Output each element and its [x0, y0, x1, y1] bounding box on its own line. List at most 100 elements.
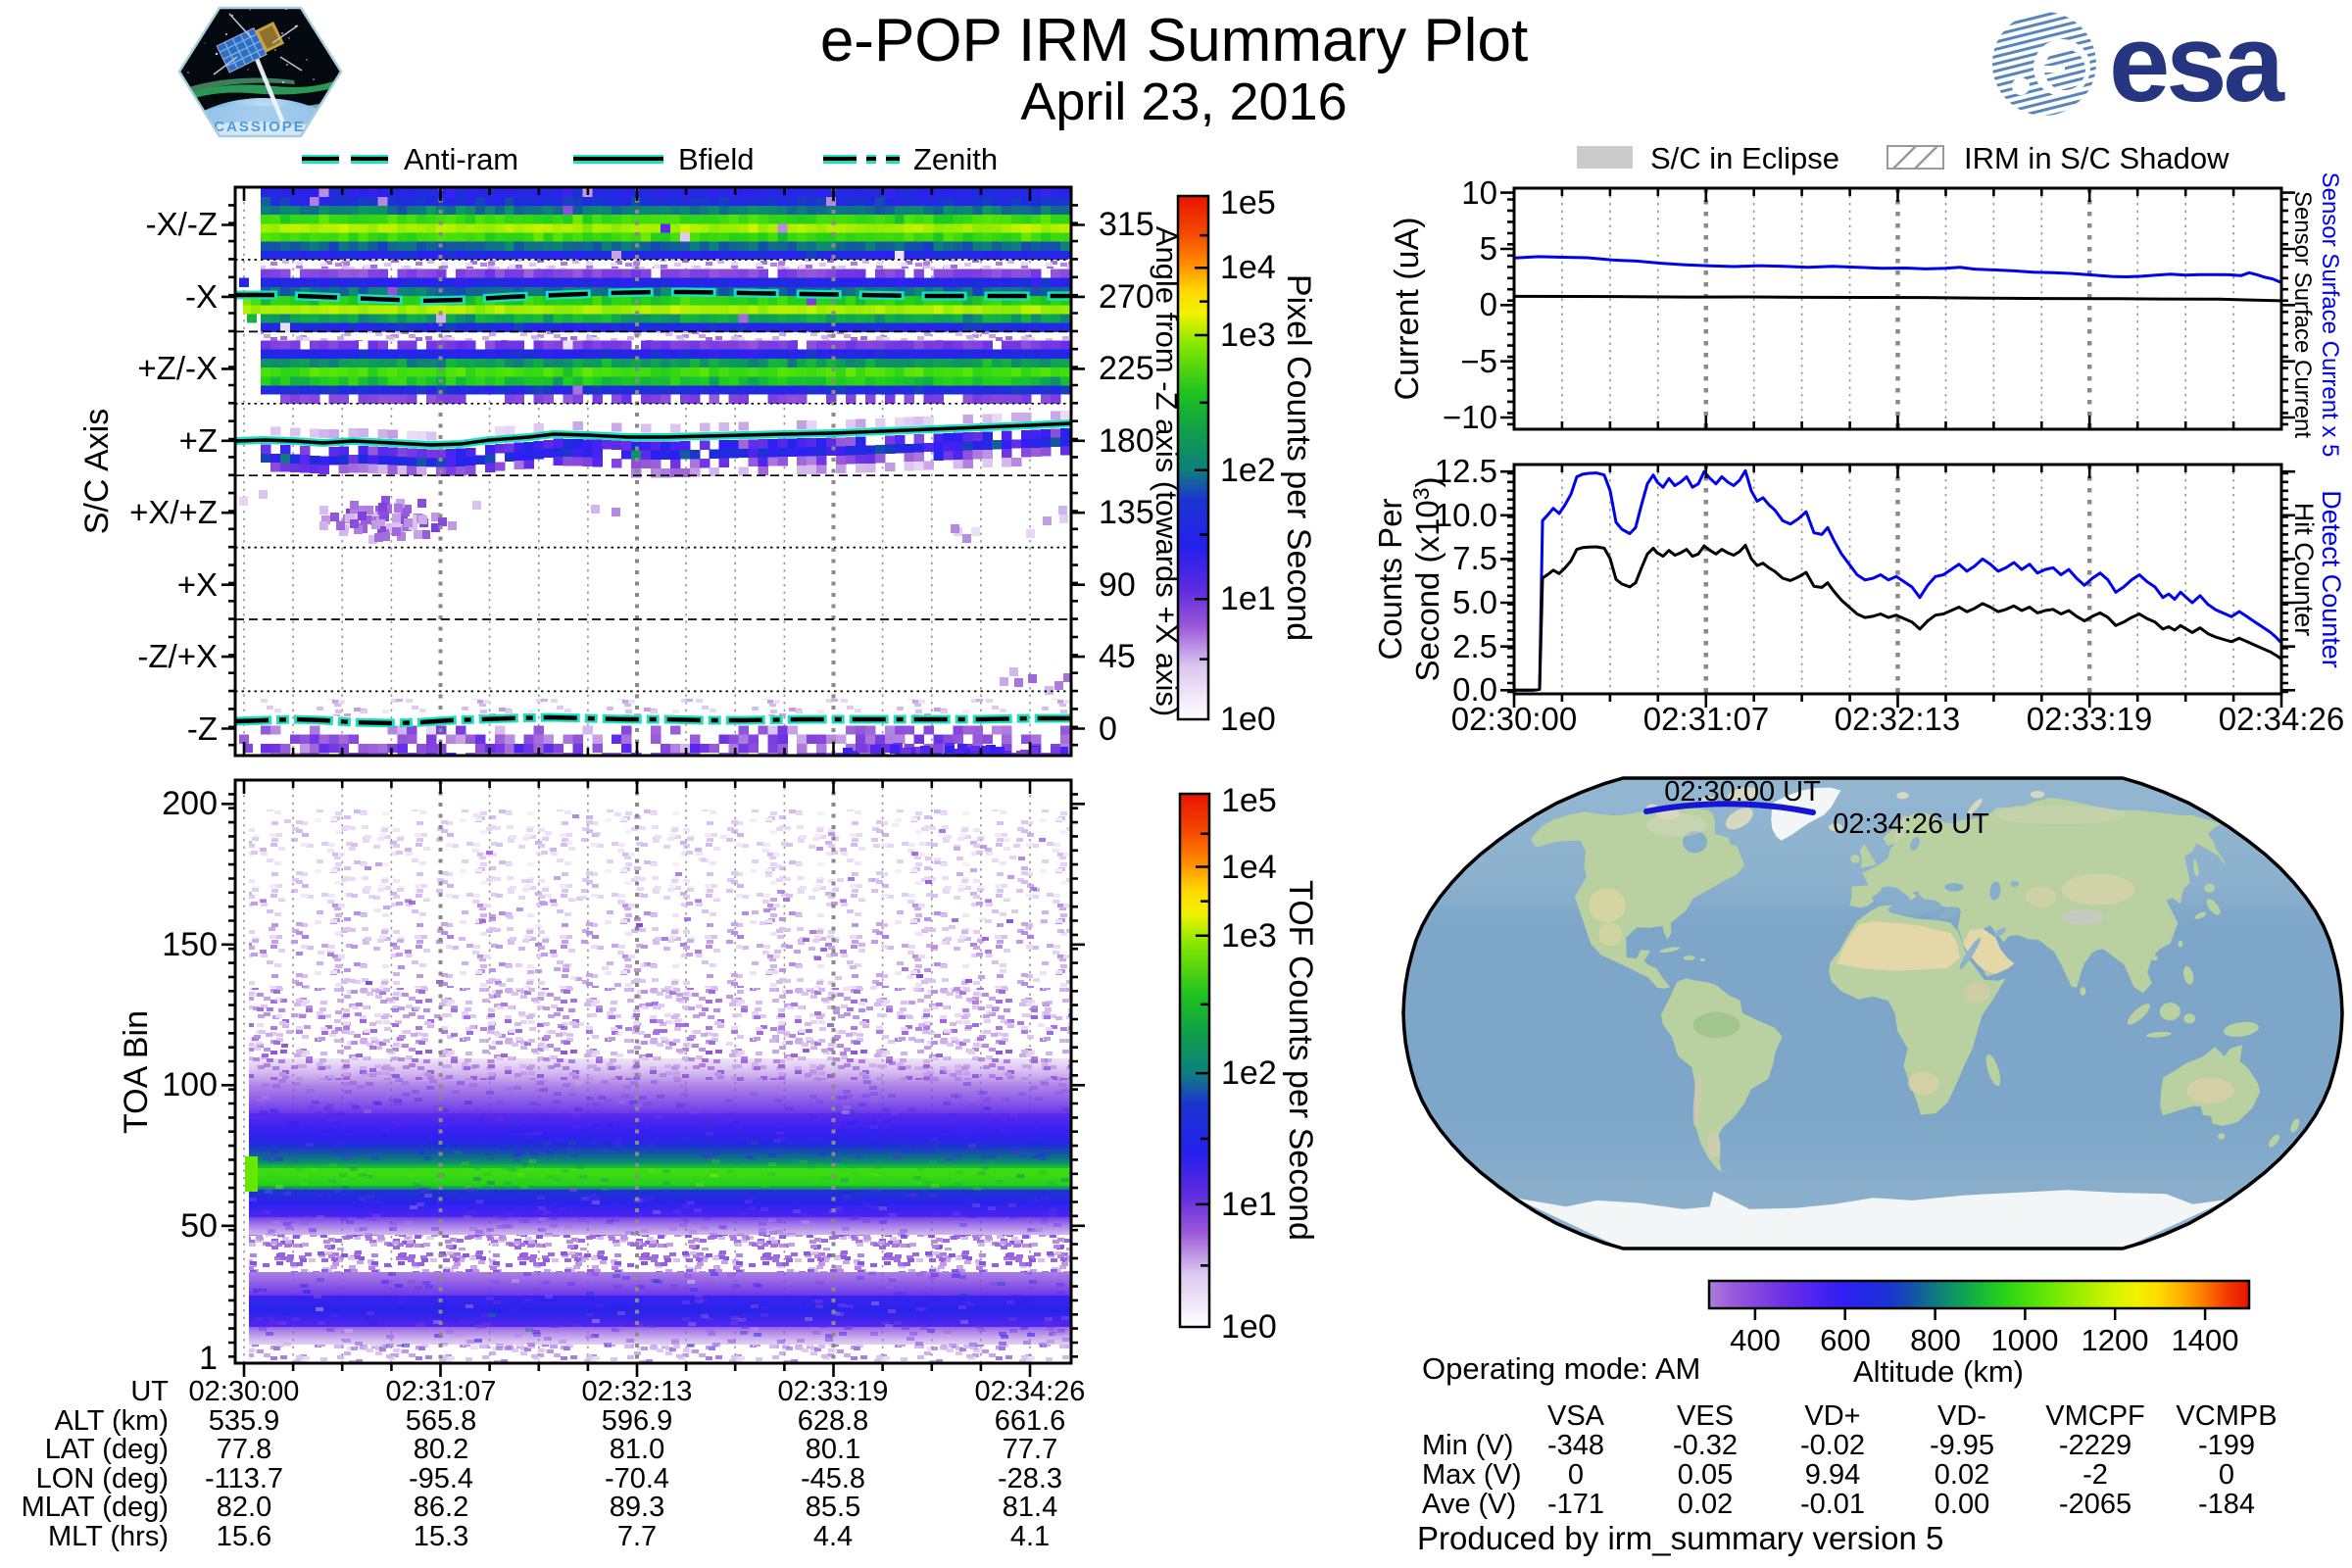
svg-text:ALT (km): ALT (km) [54, 1405, 169, 1437]
svg-text:−5: −5 [1460, 343, 1497, 379]
svg-text:90: 90 [1099, 566, 1136, 604]
svg-text:1e5: 1e5 [1220, 184, 1276, 221]
svg-text:MLT (hrs): MLT (hrs) [48, 1521, 169, 1552]
svg-text:02:32:13: 02:32:13 [582, 1376, 693, 1407]
svg-text:VMCPF: VMCPF [2045, 1400, 2145, 1432]
svg-text:02:34:26 UT: 02:34:26 UT [1833, 808, 1989, 840]
svg-text:45: 45 [1099, 638, 1136, 675]
svg-text:-0.32: -0.32 [1673, 1430, 1738, 1461]
svg-text:600: 600 [1820, 1323, 1871, 1357]
svg-text:02:30:00: 02:30:00 [1451, 701, 1577, 737]
svg-text:02:30:00 UT: 02:30:00 UT [1664, 776, 1821, 808]
svg-text:89.3: 89.3 [610, 1492, 664, 1523]
svg-text:−10: −10 [1443, 399, 1497, 435]
svg-text:315: 315 [1099, 206, 1154, 243]
svg-text:Max (V): Max (V) [1422, 1459, 1522, 1491]
svg-text:02:33:19: 02:33:19 [2027, 701, 2152, 737]
svg-text:02:33:19: 02:33:19 [778, 1376, 889, 1407]
svg-text:-0.02: -0.02 [1800, 1430, 1865, 1461]
svg-text:1e1: 1e1 [1221, 1186, 1277, 1223]
svg-text:April 23, 2016: April 23, 2016 [1020, 73, 1347, 131]
svg-text:1e4: 1e4 [1221, 849, 1277, 886]
svg-text:661.6: 661.6 [995, 1405, 1066, 1437]
svg-text:S/C in Eclipse: S/C in Eclipse [1650, 141, 1839, 175]
svg-text:-X: -X [185, 278, 218, 315]
svg-text:1: 1 [199, 1340, 218, 1377]
svg-text:-199: -199 [2198, 1430, 2255, 1461]
svg-text:Operating mode: AM: Operating mode: AM [1422, 1351, 1700, 1386]
svg-text:02:34:26: 02:34:26 [2219, 701, 2344, 737]
svg-text:535.9: 535.9 [209, 1405, 280, 1437]
svg-text:15.6: 15.6 [217, 1521, 271, 1552]
svg-text:0.00: 0.00 [1935, 1489, 1989, 1520]
svg-text:1e3: 1e3 [1221, 917, 1277, 955]
svg-text:-9.95: -9.95 [1930, 1430, 1994, 1461]
svg-text:200: 200 [162, 785, 218, 822]
svg-text:1200: 1200 [2082, 1323, 2149, 1357]
svg-text:CASSIOPE: CASSIOPE [214, 119, 306, 135]
svg-text:-184: -184 [2198, 1489, 2255, 1520]
svg-text:1e4: 1e4 [1220, 249, 1276, 286]
svg-text:50: 50 [180, 1207, 218, 1245]
svg-text:+X/+Z: +X/+Z [129, 494, 218, 530]
svg-text:180: 180 [1099, 422, 1154, 460]
svg-text:-2065: -2065 [2059, 1489, 2132, 1520]
svg-text:Zenith: Zenith [913, 142, 998, 176]
svg-text:15.3: 15.3 [414, 1521, 468, 1552]
svg-text:MLAT (deg): MLAT (deg) [22, 1492, 169, 1523]
svg-text:12.5: 12.5 [1435, 453, 1497, 489]
svg-text:5: 5 [1480, 230, 1497, 267]
svg-text:0.05: 0.05 [1678, 1459, 1733, 1491]
svg-text:0: 0 [1480, 286, 1497, 322]
svg-text:0.02: 0.02 [1935, 1459, 1989, 1491]
svg-text:-171: -171 [1547, 1489, 1604, 1520]
svg-text:1e2: 1e2 [1221, 1054, 1277, 1092]
svg-text:e-POP IRM Summary Plot: e-POP IRM Summary Plot [820, 7, 1528, 74]
svg-text:IRM in S/C Shadow: IRM in S/C Shadow [1964, 141, 2230, 175]
svg-text:1e0: 1e0 [1220, 701, 1276, 738]
svg-text:-X/-Z: -X/-Z [146, 206, 218, 242]
svg-text:Bfield: Bfield [678, 142, 755, 176]
svg-text:135: 135 [1099, 494, 1154, 531]
svg-text:1e3: 1e3 [1220, 317, 1276, 354]
svg-text:800: 800 [1910, 1323, 1961, 1357]
svg-text:-Z: -Z [187, 710, 218, 747]
svg-text:UT: UT [130, 1376, 169, 1407]
svg-text:10: 10 [1461, 174, 1497, 211]
svg-text:+Z/-X: +Z/-X [137, 350, 218, 386]
svg-text:Angle from -Z axis (towards +X: Angle from -Z axis (towards +X axis) [1150, 226, 1184, 716]
svg-text:TOA Bin: TOA Bin [118, 1010, 155, 1134]
svg-text:596.9: 596.9 [602, 1405, 673, 1437]
svg-text:1e1: 1e1 [1220, 580, 1276, 617]
svg-text:-Z/+X: -Z/+X [137, 638, 218, 674]
svg-text:81.0: 81.0 [610, 1434, 664, 1465]
svg-text:270: 270 [1099, 278, 1154, 316]
svg-text:-0.01: -0.01 [1800, 1489, 1865, 1520]
svg-text:-28.3: -28.3 [998, 1463, 1062, 1494]
svg-text:-113.7: -113.7 [205, 1463, 283, 1494]
svg-text:0.02: 0.02 [1678, 1489, 1733, 1520]
svg-text:Counts Per: Counts Per [1372, 498, 1408, 660]
svg-text:80.2: 80.2 [414, 1434, 468, 1465]
svg-text:-2: -2 [2082, 1459, 2108, 1491]
svg-text:-348: -348 [1547, 1430, 1604, 1461]
svg-text:LAT (deg): LAT (deg) [45, 1434, 169, 1465]
svg-text:77.7: 77.7 [1003, 1434, 1057, 1465]
svg-text:0: 0 [1099, 710, 1117, 748]
svg-text:10.0: 10.0 [1435, 497, 1497, 533]
svg-text:Produced by irm_summary versio: Produced by irm_summary version 5 [1417, 1520, 1943, 1556]
svg-text:02:31:07: 02:31:07 [1643, 701, 1769, 737]
svg-text:Ave (V): Ave (V) [1422, 1489, 1516, 1520]
svg-text:VD-: VD- [1937, 1400, 1986, 1432]
svg-text:-70.4: -70.4 [605, 1463, 669, 1494]
svg-text:628.8: 628.8 [798, 1405, 869, 1437]
svg-text:LON (deg): LON (deg) [36, 1463, 169, 1494]
svg-text:7.7: 7.7 [617, 1521, 657, 1552]
svg-text:+Z: +Z [179, 422, 218, 459]
svg-text:85.5: 85.5 [806, 1492, 860, 1523]
svg-text:81.4: 81.4 [1003, 1492, 1057, 1523]
svg-text:VD+: VD+ [1804, 1400, 1860, 1432]
svg-text:Hit Counter: Hit Counter [2289, 503, 2319, 637]
svg-text:esa: esa [2109, 2, 2285, 124]
svg-text:02:31:07: 02:31:07 [386, 1376, 497, 1407]
